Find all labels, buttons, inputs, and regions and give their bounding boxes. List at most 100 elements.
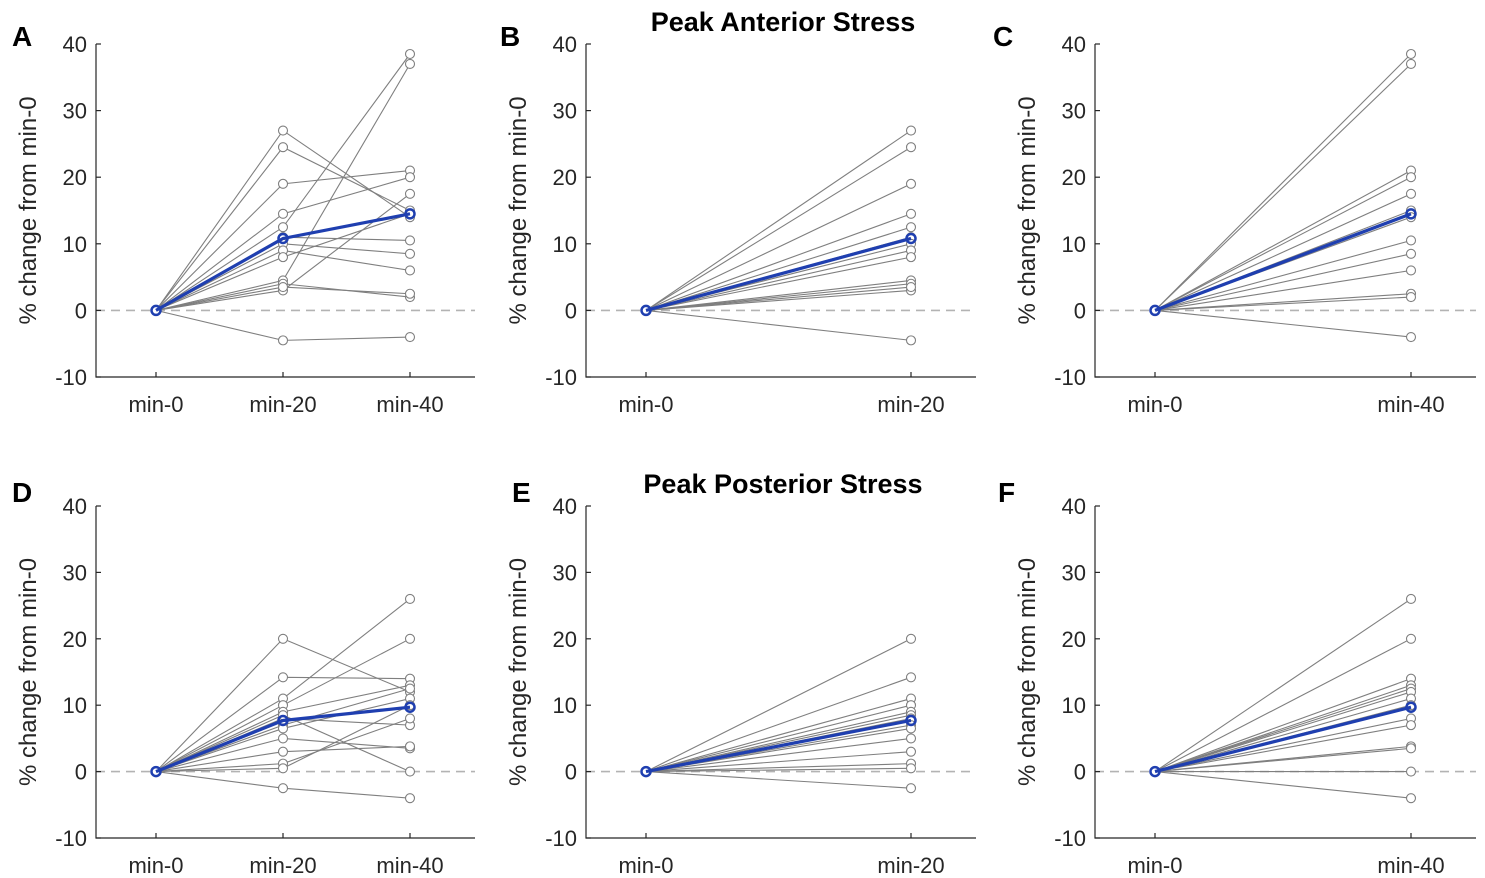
data-point: [277, 783, 289, 794]
data-point: [905, 672, 917, 683]
y-tick-label: 30: [1062, 560, 1086, 585]
y-tick-label: 40: [553, 32, 577, 57]
mean-line: [645, 236, 912, 312]
series-line: [1154, 678, 1412, 773]
data-point: [404, 235, 416, 246]
series-line: [645, 309, 912, 341]
data-point: [277, 335, 289, 346]
y-tick-label: -10: [1054, 826, 1086, 851]
y-tick-label: 20: [63, 627, 87, 652]
y-tick-label: 40: [553, 494, 577, 519]
data-point: [404, 683, 416, 694]
y-tick-label: -10: [545, 365, 577, 390]
mean-point: [640, 304, 652, 317]
data-point: [1405, 48, 1417, 60]
mean-line: [1154, 705, 1412, 774]
y-axis-label: % change from min-0: [1014, 558, 1041, 786]
mean-point: [404, 701, 416, 713]
y-tick-label: 20: [63, 165, 87, 190]
data-point: [404, 741, 416, 752]
data-point: [1405, 248, 1417, 259]
series-line: [1154, 170, 1412, 311]
y-tick-label: 20: [553, 165, 577, 190]
x-tick-label: min-20: [249, 392, 316, 417]
y-axis-label: % change from min-0: [15, 558, 42, 786]
row-title-top: Peak Anterior Stress: [651, 7, 916, 37]
data-point: [404, 793, 416, 804]
y-tick-label: 20: [1062, 165, 1086, 190]
data-point: [404, 265, 416, 276]
data-point: [1405, 633, 1417, 644]
y-tick-label: 0: [565, 298, 577, 323]
y-axis-label: % change from min-0: [505, 96, 532, 324]
mean-point: [150, 765, 162, 778]
data-point: [277, 178, 289, 189]
y-tick-label: 30: [553, 99, 577, 124]
series-line: [1154, 724, 1412, 773]
x-tick-label: min-40: [1377, 853, 1444, 878]
mean-point: [1405, 701, 1417, 713]
series-line: [645, 698, 912, 773]
data-point: [1405, 593, 1417, 605]
data-point: [404, 331, 416, 343]
data-point: [905, 783, 917, 794]
series-line: [645, 751, 912, 773]
panel-f: F -10 0 10 20 30 40 min-0 min-40 % change from mi…: [998, 477, 1476, 878]
panel-letter: C: [993, 21, 1013, 52]
mean-point: [404, 208, 416, 220]
y-tick-label: 10: [553, 232, 577, 257]
panel-letter: A: [12, 21, 32, 52]
data-point: [277, 208, 289, 219]
data-point: [905, 208, 917, 219]
data-point: [277, 633, 289, 644]
y-tick-label: 0: [75, 298, 87, 323]
data-point: [277, 763, 289, 774]
mean-point: [640, 765, 652, 778]
series-line: [645, 638, 912, 773]
x-tick-label: min-20: [877, 853, 944, 878]
axes: [585, 506, 976, 839]
x-tick-label: min-0: [128, 853, 183, 878]
y-tick-label: 20: [553, 627, 577, 652]
x-tick-label: min-0: [618, 853, 673, 878]
y-tick-label: 30: [553, 560, 577, 585]
series-line: [645, 130, 912, 311]
x-tick-label: min-40: [376, 853, 443, 878]
panel-letter: F: [998, 477, 1015, 508]
y-tick-label: 0: [1074, 298, 1086, 323]
mean-line: [155, 212, 411, 312]
series-line: [1154, 296, 1412, 311]
series-line: [645, 146, 912, 311]
series-line: [1154, 63, 1412, 311]
panel-d: D -10 0 10 20 30 40 min-0 min-20 min-40 % change f…: [12, 477, 475, 878]
x-tick-label: min-0: [128, 392, 183, 417]
mean-line: [155, 705, 411, 774]
y-tick-label: 0: [75, 760, 87, 785]
y-axis-label: % change from min-0: [505, 558, 532, 786]
series-line: [645, 763, 912, 773]
data-point: [905, 125, 917, 136]
data-point: [1405, 331, 1417, 343]
series-line: [645, 183, 912, 311]
mean-point: [277, 714, 289, 727]
series-line: [1154, 309, 1412, 338]
panels: A -10 0 10 20 30 40 min-0 min-20 min-40 % change f…: [12, 21, 1476, 878]
data-point: [277, 746, 289, 757]
data-point: [404, 248, 416, 259]
y-tick-label: 40: [1062, 32, 1086, 57]
data-point: [1405, 743, 1417, 754]
panel-letter: E: [512, 477, 531, 508]
series-line: [1154, 239, 1412, 311]
series-line: [645, 283, 912, 311]
panel-e: E -10 0 10 20 30 40 min-0 min-20 % change from mi…: [505, 477, 976, 878]
series-line: [1154, 269, 1412, 311]
series-line: [1154, 53, 1412, 311]
y-tick-label: 10: [63, 693, 87, 718]
x-tick-label: min-40: [1377, 392, 1444, 417]
series-line: [645, 676, 912, 773]
series-line: [645, 289, 912, 311]
series-line: [645, 256, 912, 311]
data-point: [905, 252, 917, 263]
series-line: [645, 226, 912, 311]
